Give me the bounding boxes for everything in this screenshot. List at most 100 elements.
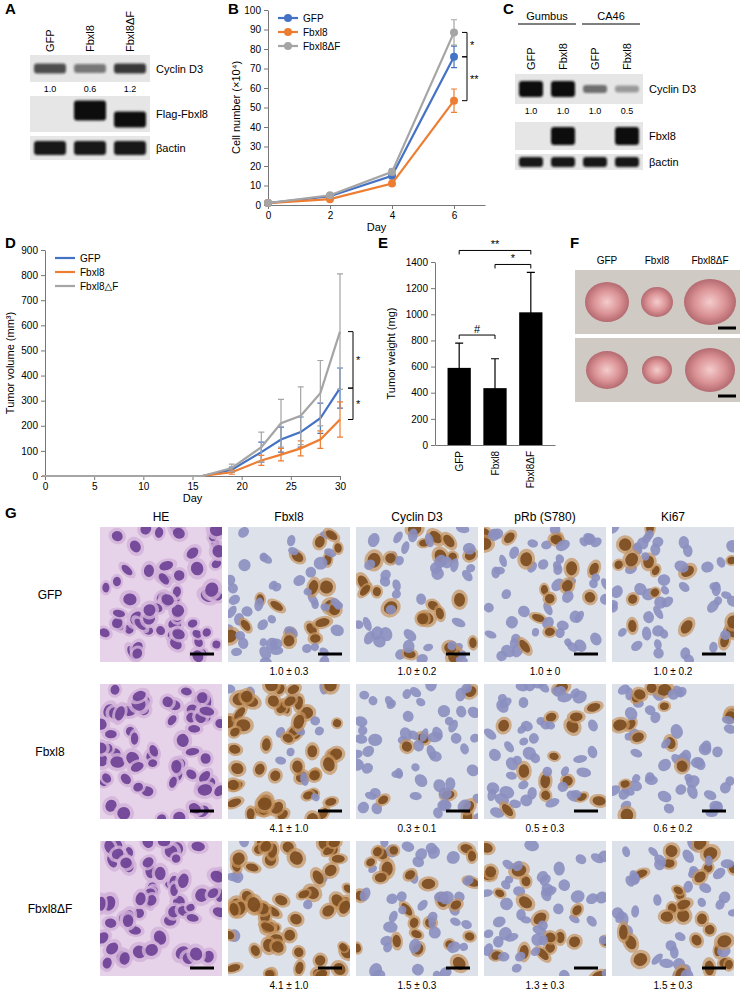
error-bar [455,343,463,393]
row-label: Flag-Fbxl8 [156,108,208,120]
nucleus [455,655,468,662]
nucleus [516,603,532,619]
nucleus [675,759,689,773]
nucleus [253,597,265,613]
significance-label: * [356,354,361,366]
cell [136,841,160,855]
cell [617,921,630,943]
tick: 600 [411,361,435,372]
nucleus [188,945,205,962]
nucleus [597,849,606,864]
significance-bracket [459,335,495,339]
cell [512,890,539,915]
scale-bar [702,810,726,813]
x-axis-title: Day [183,492,203,504]
nucleus [519,764,530,778]
nucleus [385,698,398,711]
error-bar [451,46,457,67]
nucleus [591,572,602,582]
cell [109,700,130,727]
nucleus [368,733,383,746]
error-bar [278,399,284,447]
nucleus [403,868,416,881]
nucleus [505,615,519,630]
cell [228,794,246,812]
nucleus [334,601,344,610]
nucleus [542,766,553,777]
legend-label: GFP [80,253,101,264]
legend-label: Fbxl8 [80,267,105,278]
nucleus [203,581,220,599]
nucleus [498,952,510,962]
nucleus [362,557,377,572]
cell [724,612,734,633]
tick-label: 10 [138,481,150,492]
nucleus [620,808,633,819]
significance-label: * [470,39,475,51]
nucleus [508,545,521,560]
tick: 30 [335,476,347,492]
micrograph [228,841,350,976]
legend-label: GFP [303,13,324,24]
cell [363,548,386,573]
cell [110,574,123,590]
scale-bar [190,810,214,813]
nucleus [659,702,669,711]
cell [139,937,165,962]
cell [205,527,222,541]
nucleus [294,961,305,975]
nucleus [171,527,187,541]
tick-label: 0 [32,471,38,482]
cell [154,841,174,849]
cell [167,849,186,868]
tick-label: 0 [255,200,261,211]
quant-label: 1.0 ± 0 [530,666,561,677]
nucleus [154,527,164,538]
nucleus [324,797,337,807]
nucleus [237,558,252,573]
cell [100,580,112,596]
nucleus [669,723,685,741]
nucleus [491,915,507,929]
error-bar [317,431,323,449]
nucleus [616,684,632,697]
cell [243,892,265,917]
nucleus [260,921,276,934]
cell [286,546,309,568]
nucleus [266,693,281,709]
cell [712,930,734,952]
group-line [582,24,640,25]
nucleus [464,762,478,778]
tick-label: 80 [250,44,262,55]
tick: 1200 [406,283,435,294]
nucleus [328,596,343,610]
nucleus [228,744,241,755]
nucleus [432,970,441,976]
nucleus [306,812,319,819]
nucleus [709,582,720,591]
scale-bar [446,653,470,656]
panel-label: F [570,234,579,251]
tick-label: 60 [250,83,262,94]
nucleus [516,724,528,736]
micrograph-background [612,841,734,976]
micrograph-background [612,527,734,662]
cell [721,703,734,726]
column-label: Fbxl8 [645,255,670,266]
quant-label: 1.0 [589,106,602,116]
cell [151,527,167,542]
cell [418,876,439,892]
cell [288,709,309,734]
quant-label: 0.5 [621,106,634,116]
nucleus [412,772,430,790]
tick: 100 [21,446,45,457]
nucleus [313,725,326,737]
nucleus [520,915,532,924]
tumor [586,351,628,389]
cell [563,558,580,579]
nucleus [258,797,272,810]
error-bar [199,475,205,476]
nucleus [371,845,383,858]
nucleus [292,760,303,772]
tick-mark [41,350,45,351]
